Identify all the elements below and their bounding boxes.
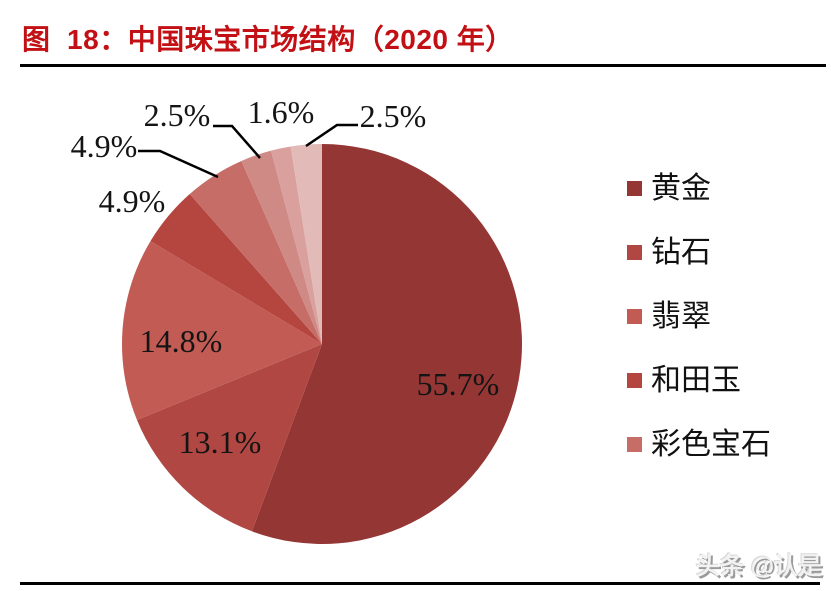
chart-legend: 黄金 钻石 翡翠 和田玉 彩色宝石 — [627, 173, 771, 460]
legend-item-hetian-jade: 和田玉 — [627, 365, 771, 396]
pie-slice-other-6 — [271, 146, 322, 344]
pie-slice-other-7 — [290, 144, 322, 344]
label-leader-line-7 — [305, 123, 358, 148]
pie-data-label-翡翠: 14.8% — [140, 323, 223, 359]
label-leader-line-5 — [213, 124, 261, 159]
pie-data-label-黄金: 55.7% — [417, 366, 500, 402]
pie-slice-黄金 — [251, 144, 522, 544]
legend-item-colored-gems: 彩色宝石 — [627, 429, 771, 460]
legend-swatch-jadeite — [627, 309, 642, 324]
legend-label: 和田玉 — [651, 363, 741, 398]
legend-swatch-colored-gems — [627, 437, 642, 452]
pie-data-label-钻石: 13.1% — [179, 424, 262, 460]
legend-label: 彩色宝石 — [651, 427, 771, 462]
bottom-border-line — [20, 582, 820, 585]
pie-data-label-other-5: 2.5% — [144, 97, 211, 133]
watermark-text: 头条 @认是 — [695, 553, 822, 580]
pie-data-label-和田玉: 4.9% — [99, 183, 166, 219]
label-leader-line-4 — [138, 149, 219, 179]
figure-title: 图 18：中国珠宝市场结构（2020 年） — [22, 24, 514, 55]
legend-swatch-hetian-jade — [627, 373, 642, 388]
pie-slice-翡翠 — [121, 241, 322, 420]
pie-slice-other-5 — [241, 150, 322, 344]
pie-data-label-other-6: 1.6% — [248, 94, 315, 130]
legend-swatch-diamond — [627, 245, 642, 260]
pie-slice-彩色宝石 — [189, 160, 322, 344]
legend-label: 翡翠 — [651, 299, 711, 334]
pie-slice-钻石 — [136, 344, 322, 532]
title-divider-line — [20, 64, 826, 67]
legend-item-diamond: 钻石 — [627, 237, 771, 268]
legend-item-jadeite: 翡翠 — [627, 301, 771, 332]
legend-swatch-gold — [627, 181, 642, 196]
pie-slice-和田玉 — [150, 193, 322, 344]
pie-data-label-other-7: 2.5% — [360, 98, 427, 134]
legend-label: 钻石 — [651, 235, 711, 270]
legend-label: 黄金 — [651, 171, 711, 206]
pie-data-label-彩色宝石: 4.9% — [71, 128, 138, 164]
legend-item-gold: 黄金 — [627, 173, 771, 204]
